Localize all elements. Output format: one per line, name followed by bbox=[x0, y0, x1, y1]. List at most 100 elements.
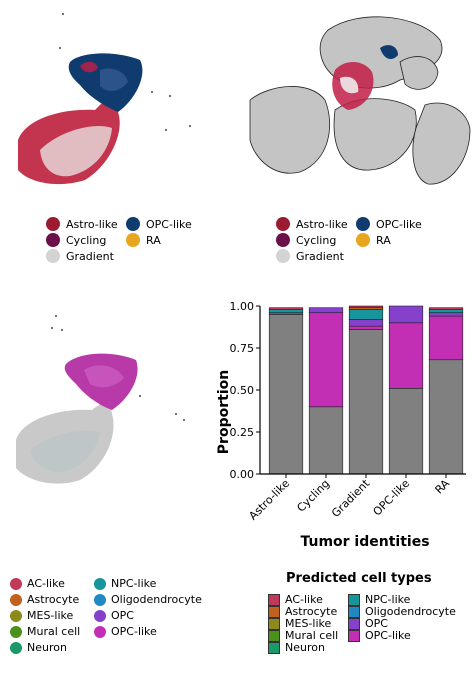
legend-item-npc-like: NPC-like bbox=[94, 577, 156, 590]
bar-segment-other-cycling bbox=[308, 406, 344, 475]
legend-label: OPC bbox=[111, 609, 134, 622]
legend-swatch bbox=[276, 233, 290, 247]
umap-celltype-plot bbox=[16, 315, 185, 484]
legend-label: Oligodendrocyte bbox=[365, 605, 456, 618]
legend-label: MES-like bbox=[285, 617, 332, 630]
legend-label: Astro-like bbox=[296, 217, 348, 231]
legend-swatch bbox=[348, 605, 360, 618]
legend-item-mural-cell: Mural cell bbox=[10, 625, 80, 638]
bar-segment-other-opc-like bbox=[388, 388, 424, 475]
legend-label: Cycling bbox=[66, 233, 107, 247]
legend-label: Astro-like bbox=[66, 217, 118, 231]
bar-segment-ac-like-astro-like bbox=[268, 307, 304, 310]
legend-swatch bbox=[348, 629, 360, 642]
legend-swatch bbox=[268, 593, 280, 606]
legend-item-cycling: Cycling bbox=[276, 233, 336, 247]
bar-segment-opc-like-cycling bbox=[308, 312, 344, 408]
legend-label: MES-like bbox=[27, 609, 74, 622]
legend-item-astro-like: Astro-like bbox=[276, 217, 348, 231]
legend-label: Gradient bbox=[66, 249, 114, 263]
legend-swatch bbox=[268, 617, 280, 630]
y-axis-label: Proportion bbox=[216, 370, 232, 454]
legend-label: Cycling bbox=[296, 233, 337, 247]
legend-item-opc-like: OPC-like bbox=[94, 625, 157, 638]
legend-label: NPC-like bbox=[365, 593, 411, 606]
legend-label: Mural cell bbox=[27, 625, 81, 638]
legend-item-astrocyte: Astrocyte bbox=[10, 593, 79, 606]
legend-swatch bbox=[348, 593, 360, 606]
bar-segment-opc-opc-like bbox=[388, 305, 424, 324]
legend-swatch bbox=[94, 593, 106, 606]
spatial-identity-map bbox=[249, 16, 471, 185]
x-tick-label: RA bbox=[433, 477, 453, 497]
y-tick-label: 0.50 bbox=[230, 384, 255, 397]
legend-swatch bbox=[126, 217, 140, 231]
y-axis: 0.00 0.25 0.50 0.75 1.00 bbox=[230, 300, 261, 481]
legend-item-oligodendrocyte: Oligodendrocyte bbox=[94, 593, 202, 606]
legend-item-neuron: Neuron bbox=[268, 641, 325, 654]
bar-segment-other-astro-like bbox=[268, 314, 304, 475]
bar-segment-opc-like-ra bbox=[428, 315, 464, 361]
bar-segment-npc-like-gradient bbox=[348, 309, 384, 320]
legend-item-opc: OPC bbox=[348, 617, 388, 630]
legend-swatch bbox=[10, 641, 22, 654]
umap-celltype-upper-cluster bbox=[64, 353, 138, 410]
legend-item-gradient: Gradient bbox=[276, 249, 344, 263]
legend-swatch bbox=[356, 233, 370, 247]
legend-swatch bbox=[348, 617, 360, 630]
umap-outlier-points bbox=[59, 13, 191, 131]
bar-segment-ac-like-gradient bbox=[348, 305, 384, 308]
spatial-hotspot bbox=[332, 45, 398, 110]
umap-celltype-outlier-points bbox=[51, 315, 185, 421]
legend-label: RA bbox=[146, 233, 161, 247]
legend-label: Astrocyte bbox=[27, 593, 80, 606]
legend-item-mural-cell: Mural cell bbox=[268, 629, 338, 642]
legend-label: RA bbox=[376, 233, 391, 247]
stacked-bar-chart: 0.00 0.25 0.50 0.75 1.00 Astro-like CyclingGr… bbox=[216, 300, 466, 550]
legend-item-opc-like: OPC-like bbox=[126, 217, 192, 231]
x-axis-label: Tumor identities bbox=[300, 534, 429, 550]
legend-swatch bbox=[10, 577, 22, 590]
legend-label: Astrocyte bbox=[285, 605, 338, 618]
x-tick-label: OPC-like bbox=[371, 477, 413, 519]
legend-item-opc-like: OPC-like bbox=[356, 217, 422, 231]
legend-item-mes-like: MES-like bbox=[10, 609, 73, 622]
umap-lower-cluster bbox=[18, 99, 120, 185]
bar-group bbox=[268, 305, 464, 475]
legend-swatch bbox=[10, 609, 22, 622]
bar-segment-opc-like-gradient bbox=[348, 325, 384, 330]
legend-label: AC-like bbox=[27, 577, 65, 590]
legend-swatch bbox=[46, 233, 60, 247]
legend-label: Oligodendrocyte bbox=[111, 593, 202, 606]
legend-swatch bbox=[94, 577, 106, 590]
bar-segment-opc-cycling bbox=[308, 307, 344, 314]
legend-item-ra: RA bbox=[356, 233, 391, 247]
x-tick-label: Gradient bbox=[329, 476, 373, 520]
bar-segment-npc-like-astro-like bbox=[268, 309, 304, 314]
legend-swatch bbox=[94, 609, 106, 622]
y-tick-label: 0.00 bbox=[230, 468, 255, 481]
legend-item-gradient: Gradient bbox=[46, 249, 114, 263]
y-tick-label: 0.25 bbox=[230, 426, 255, 439]
bar-segment-other-gradient bbox=[348, 329, 384, 475]
legend-swatch bbox=[94, 625, 106, 638]
legend-title: Predicted cell types bbox=[286, 571, 432, 586]
legend-item-cycling: Cycling bbox=[46, 233, 106, 247]
umap-identity-plot bbox=[18, 13, 191, 185]
legend-swatch bbox=[356, 217, 370, 231]
bar-segment-opc-ra bbox=[428, 312, 464, 317]
legend-item-oligodendrocyte: Oligodendrocyte bbox=[348, 605, 456, 618]
legend-label: Neuron bbox=[285, 641, 325, 654]
legend-item-astrocyte: Astrocyte bbox=[268, 605, 337, 618]
legend-label: OPC-like bbox=[146, 217, 192, 231]
legend-swatch bbox=[268, 605, 280, 618]
legend-label: Mural cell bbox=[285, 629, 339, 642]
legend-swatch bbox=[10, 625, 22, 638]
legend-swatch bbox=[46, 217, 60, 231]
legend-swatch bbox=[276, 249, 290, 263]
legend-item-npc-like: NPC-like bbox=[348, 593, 410, 606]
legend-swatch bbox=[126, 233, 140, 247]
legend-swatch bbox=[268, 641, 280, 654]
x-tick-label: Astro-like bbox=[246, 477, 292, 523]
